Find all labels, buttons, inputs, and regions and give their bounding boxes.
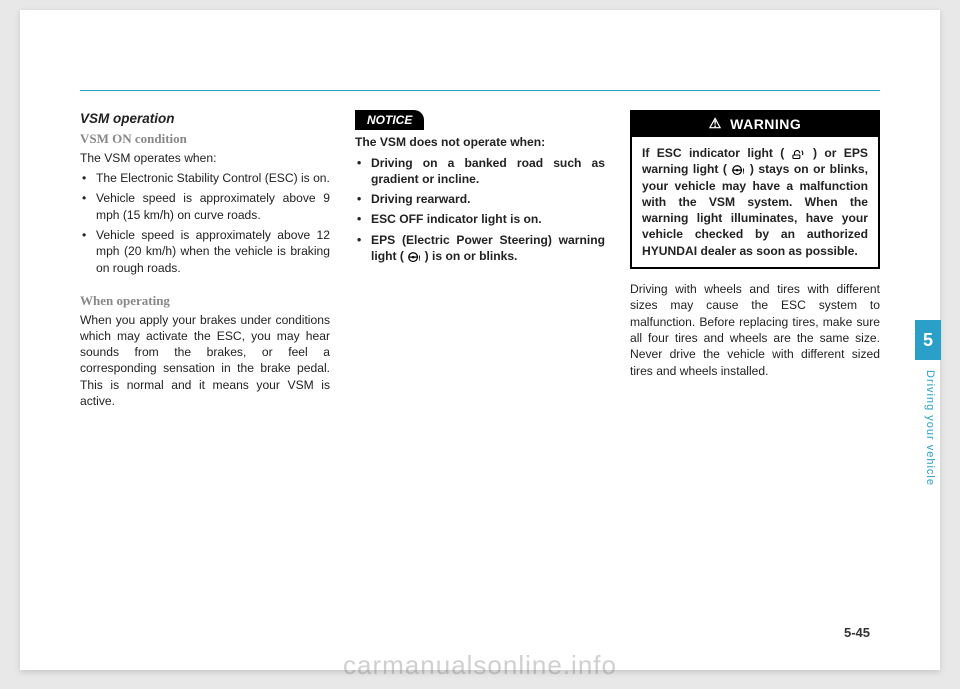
header-rule (80, 90, 880, 91)
list-item: EPS (Electric Power Steering) warning li… (367, 232, 605, 265)
vsm-on-bullets: The Electronic Stability Control (ESC) i… (80, 170, 330, 276)
content-columns: VSM operation VSM ON condition The VSM o… (80, 110, 880, 413)
page-number: 5-45 (844, 625, 870, 640)
eps-indicator-icon: ! (731, 164, 745, 176)
esc-indicator-icon (792, 148, 806, 160)
vsm-operation-heading: VSM operation (80, 110, 330, 128)
list-item: Vehicle speed is approximately above 9 m… (92, 190, 330, 223)
warning-text-3: ) stays on or blinks, your vehicle may h… (642, 162, 868, 258)
notice-body: The VSM does not operate when: Driving o… (355, 134, 605, 264)
notice-bullets: Driving on a banked road such as gradien… (355, 155, 605, 265)
when-operating-body: When you apply your brakes under conditi… (80, 312, 330, 410)
notice-eps-text-post: ) is on or blinks. (425, 249, 518, 263)
column-1: VSM operation VSM ON condition The VSM o… (80, 110, 330, 413)
warning-header: ⚠ WARNING (632, 112, 878, 137)
list-item: Driving rearward. (367, 191, 605, 207)
warning-box: ⚠ WARNING If ESC indicator light ( ) or … (630, 110, 880, 269)
warning-body: If ESC indicator light ( ) or EPS warnin… (632, 137, 878, 267)
manual-page: VSM operation VSM ON condition The VSM o… (20, 10, 940, 670)
svg-text:!: ! (419, 255, 421, 262)
column-2: NOTICE The VSM does not operate when: Dr… (355, 110, 605, 413)
chapter-tab: 5 (915, 320, 941, 360)
list-item: Vehicle speed is approximately above 12 … (92, 227, 330, 276)
vsm-on-condition-title: VSM ON condition (80, 130, 330, 148)
warning-label: WARNING (730, 116, 801, 132)
column-3: ⚠ WARNING If ESC indicator light ( ) or … (630, 110, 880, 413)
warning-text-1: If ESC indicator light ( (642, 146, 792, 160)
notice-intro: The VSM does not operate when: (355, 134, 605, 150)
list-item: The Electronic Stability Control (ESC) i… (92, 170, 330, 186)
when-operating-title: When operating (80, 292, 330, 310)
warning-triangle-icon: ⚠ (709, 114, 722, 133)
list-item: Driving on a banked road such as gradien… (367, 155, 605, 188)
svg-text:!: ! (743, 169, 745, 176)
list-item: ESC OFF indicator light is on. (367, 211, 605, 227)
chapter-side-label: Driving your vehicle (924, 370, 936, 486)
tires-paragraph: Driving with wheels and tires with diffe… (630, 281, 880, 379)
notice-label: NOTICE (355, 110, 424, 130)
vsm-on-intro: The VSM operates when: (80, 150, 330, 166)
steering-warning-icon: ! (407, 251, 421, 263)
watermark: carmanualsonline.info (0, 650, 960, 681)
